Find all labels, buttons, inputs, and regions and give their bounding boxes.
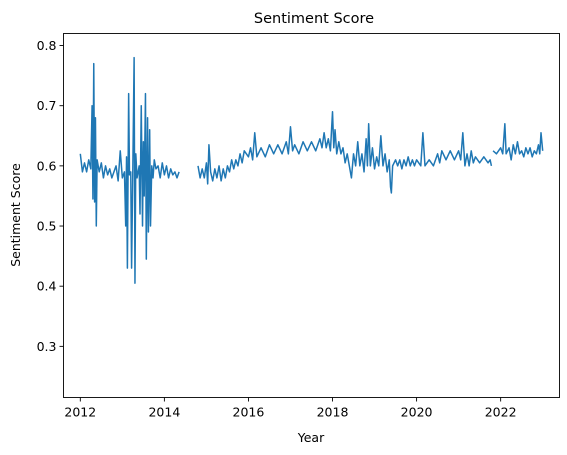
plot-area <box>63 33 560 398</box>
y-tick-label: 0.8 <box>37 38 57 53</box>
y-tick-label: 0.4 <box>37 279 57 294</box>
series-line-segment-3 <box>492 123 544 161</box>
x-tick-label: 2018 <box>317 405 349 420</box>
x-tick-label: 2020 <box>401 405 433 420</box>
y-tick-label: 0.7 <box>37 98 57 113</box>
x-tick-label: 2012 <box>64 405 96 420</box>
y-tick-label: 0.6 <box>37 158 57 173</box>
series-line-segment-1 <box>79 56 180 284</box>
x-axis-label: Year <box>297 430 325 445</box>
series-layer <box>79 56 544 284</box>
series-line-segment-2 <box>197 110 493 194</box>
x-axis: 2012 2014 2016 2018 2020 2022 <box>64 397 517 420</box>
x-tick-label: 2016 <box>233 405 265 420</box>
plot-background <box>63 33 560 398</box>
y-tick-label: 0.3 <box>37 339 57 354</box>
y-tick-label: 0.5 <box>37 219 57 234</box>
x-tick-label: 2014 <box>148 405 180 420</box>
chart-title: Sentiment Score <box>254 11 374 27</box>
y-axis: 0.3 0.4 0.5 0.6 0.7 0.8 <box>37 38 64 354</box>
y-axis-label: Sentiment Score <box>8 163 23 267</box>
plot-frame <box>63 33 560 398</box>
x-tick-label: 2022 <box>485 405 517 420</box>
